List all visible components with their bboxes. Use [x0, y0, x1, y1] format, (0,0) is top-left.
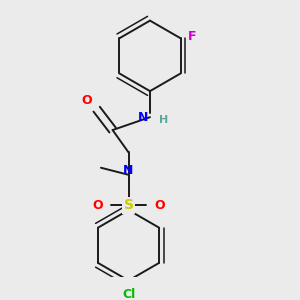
Text: O: O [154, 199, 165, 212]
Text: H: H [159, 115, 168, 124]
Text: Cl: Cl [122, 288, 135, 300]
Text: F: F [188, 30, 197, 43]
Text: N: N [138, 111, 148, 124]
Text: O: O [81, 94, 92, 107]
Text: S: S [124, 198, 134, 212]
Text: N: N [123, 164, 134, 177]
Text: O: O [92, 199, 103, 212]
